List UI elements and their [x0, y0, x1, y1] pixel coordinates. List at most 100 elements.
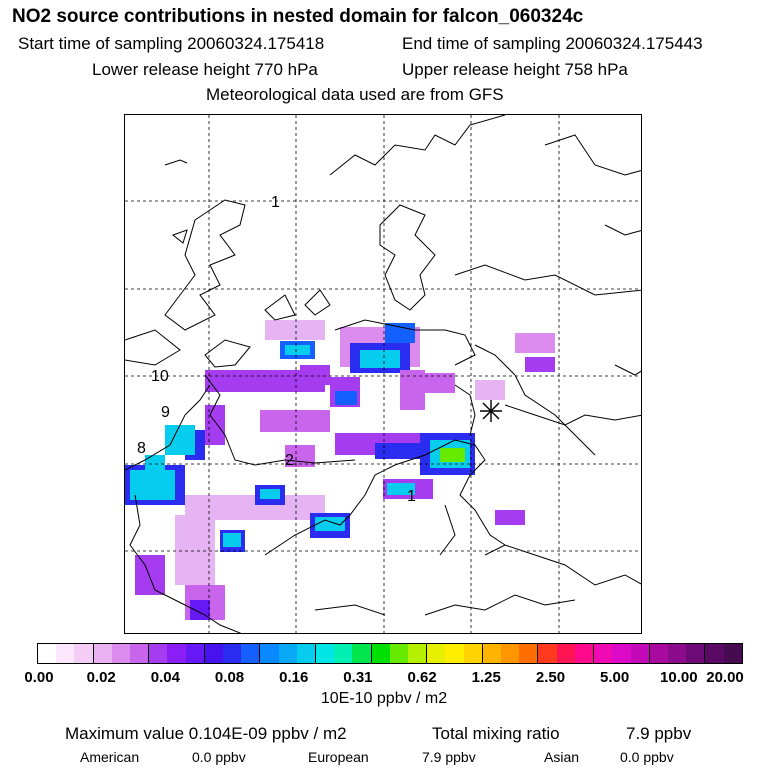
color-scale-cell — [149, 644, 168, 663]
color-scale-tick-label: 10.00 — [660, 669, 698, 686]
total-mixing-value: 7.9 ppbv — [626, 724, 692, 743]
color-scale-cell — [463, 644, 483, 663]
patch — [205, 370, 325, 392]
color-scale-cell — [574, 644, 595, 663]
color-scale-cell — [278, 644, 297, 663]
coast-line — [304, 289, 331, 316]
color-scale-cell — [130, 644, 150, 663]
map-panel: 10 9 8 2 1 1 — [124, 114, 642, 634]
color-scale-cell — [260, 644, 279, 663]
patch — [475, 380, 505, 400]
color-scale-tick-label: 20.00 — [706, 669, 744, 686]
color-scale-tick-label: 0.04 — [150, 669, 180, 686]
patch — [145, 455, 165, 471]
color-scale-cell — [334, 644, 353, 663]
coast-line — [329, 115, 506, 176]
coast-line — [454, 264, 641, 296]
border-line — [204, 374, 356, 466]
patch — [135, 555, 165, 595]
coast-line — [379, 204, 436, 311]
coast-line — [614, 364, 641, 376]
patch — [300, 365, 330, 385]
coast-line — [424, 594, 576, 616]
european-value: 7.9 ppbv — [422, 749, 476, 765]
lower-release-label: Lower release height 770 hPa — [92, 60, 318, 79]
asterisk-release-marker-icon — [480, 400, 502, 422]
patch — [425, 373, 455, 393]
patch — [285, 345, 310, 355]
color-scale-cell — [501, 644, 520, 663]
patch — [387, 483, 415, 495]
european-label: European — [308, 749, 369, 765]
color-scale-cell — [204, 644, 224, 663]
patch — [223, 533, 241, 547]
coast-line — [264, 294, 296, 321]
color-scale-cell — [408, 644, 428, 663]
contour-label: 10 — [151, 368, 169, 385]
color-scale-cell — [56, 644, 75, 663]
color-scale-cell — [389, 644, 409, 663]
max-value-label: Maximum value 0.104E-09 ppbv / m2 — [65, 724, 347, 743]
patch — [130, 470, 175, 500]
coast-line — [484, 544, 641, 586]
color-scale-tick-label: 0.02 — [86, 669, 116, 686]
color-scale-cell — [427, 644, 446, 663]
color-scale-cell — [705, 644, 724, 663]
coast-line — [125, 384, 211, 471]
color-scale-cell — [167, 644, 186, 663]
concentration-field — [125, 320, 555, 620]
color-scale-cell — [519, 644, 539, 663]
coast-line — [204, 339, 251, 368]
color-scale-cell — [316, 644, 335, 663]
american-label: American — [80, 749, 140, 765]
coast-line — [129, 494, 242, 633]
map-svg: 10 9 8 2 1 1 — [125, 115, 641, 633]
contour-labels: 10 9 8 2 1 1 — [137, 194, 416, 505]
coast-line — [125, 329, 181, 366]
color-scale-cell — [185, 644, 205, 663]
color-scale-cell — [296, 644, 317, 663]
color-scale-cell — [352, 644, 372, 663]
color-scale-cell — [594, 644, 613, 663]
color-scale-tick-label: 2.50 — [535, 669, 566, 686]
patch — [400, 370, 425, 410]
patch — [495, 510, 525, 525]
page-title: NO2 source contributions in nested domai… — [12, 6, 584, 27]
patch — [335, 391, 357, 405]
color-scale-cell — [241, 644, 261, 663]
contour-label: 1 — [407, 488, 416, 505]
color-scale-cell — [93, 644, 112, 663]
coast-line — [164, 199, 246, 331]
patch — [260, 489, 280, 499]
total-mixing-label: Total mixing ratio — [432, 724, 560, 743]
coast-line — [264, 439, 506, 556]
color-scale-tick-label: 5.00 — [600, 669, 630, 686]
coastlines — [125, 115, 641, 633]
color-scale-bar — [37, 643, 743, 664]
coast-line — [544, 134, 641, 176]
color-scale-cell — [74, 644, 94, 663]
color-scale-cell — [667, 644, 687, 663]
color-scale-cell — [38, 644, 57, 663]
contour-label: 1 — [271, 194, 280, 211]
border-line — [454, 384, 476, 436]
color-scale-cell — [686, 644, 706, 663]
color-scale-tick-label: 0.00 — [24, 669, 54, 686]
patch — [515, 333, 555, 353]
color-scale-tick-label: 0.08 — [214, 669, 245, 686]
patch — [360, 350, 400, 368]
color-scale-cell — [223, 644, 242, 663]
coast-line — [164, 159, 188, 166]
color-scale-cell — [371, 644, 390, 663]
coast-line — [314, 604, 386, 616]
contour-label: 9 — [161, 404, 170, 421]
patch — [165, 425, 195, 455]
patch — [175, 515, 215, 585]
border-line — [474, 344, 596, 456]
color-scale-cell — [445, 644, 464, 663]
patch — [260, 410, 330, 432]
asian-label: Asian — [544, 749, 580, 765]
patch — [190, 600, 210, 620]
patch — [440, 448, 465, 462]
coast-line — [604, 224, 641, 236]
